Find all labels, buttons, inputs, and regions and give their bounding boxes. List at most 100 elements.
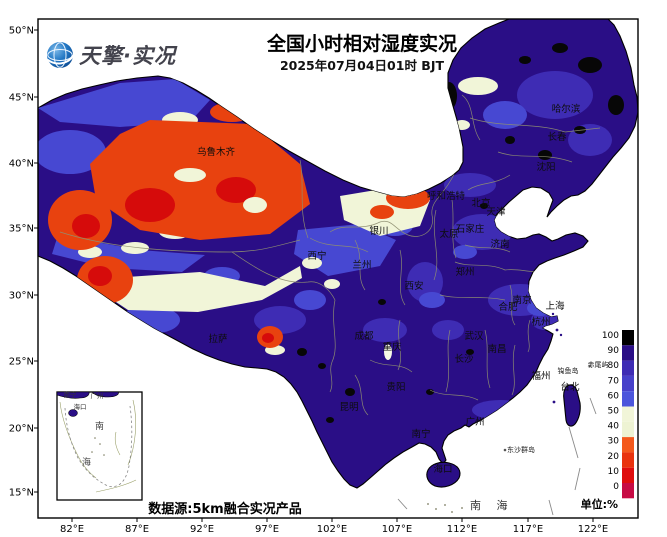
city-label-北京: 北京 xyxy=(471,197,490,209)
city-label-长沙: 长沙 xyxy=(454,353,474,365)
south-china-sea-label: 南 海 xyxy=(470,498,514,512)
legend-color-segment xyxy=(622,437,634,453)
x-tick-label: 102°E xyxy=(317,524,347,535)
island-label-钓鱼岛: 钓鱼岛 xyxy=(558,366,579,375)
islands xyxy=(426,312,592,513)
legend-tick-label: 70 xyxy=(608,376,620,386)
legend-tick-label: 80 xyxy=(608,361,620,371)
x-axis-labels: 82°E 87°E 92°E 97°E 102°E 107°E 112°E 117°E 122°… xyxy=(60,524,608,535)
nine-dash-line xyxy=(397,397,597,516)
city-label-昆明: 昆明 xyxy=(339,402,358,413)
city-label-武汉: 武汉 xyxy=(464,330,484,342)
legend-color-segment xyxy=(622,421,634,438)
legend-tick-label: 90 xyxy=(608,346,620,356)
x-tick-label: 82°E xyxy=(60,524,84,535)
legend-tick-label: 0 xyxy=(613,482,619,492)
legend-color-segment xyxy=(622,345,634,361)
x-tick-label: 107°E xyxy=(382,524,412,535)
city-label-济南: 济南 xyxy=(490,238,509,250)
y-tick-label: 35°N xyxy=(9,224,34,235)
inset-sea-labels: 南海 xyxy=(82,420,104,468)
y-tick-label: 20°N xyxy=(9,424,34,435)
inset-city-label: 广州 xyxy=(91,391,104,400)
city-label-长春: 长春 xyxy=(547,131,567,143)
island-label-赤尾屿: 赤尾屿 xyxy=(588,360,609,369)
legend-color-segment xyxy=(622,483,634,499)
legend-tick-label: 40 xyxy=(608,422,620,432)
legend-color-segment xyxy=(622,330,634,346)
city-label-南宁: 南宁 xyxy=(411,428,430,440)
legend-colorbar xyxy=(622,330,634,499)
inset-hainan xyxy=(68,409,78,417)
inset-frame xyxy=(56,391,143,501)
y-axis-labels: 50°N 45°N 40°N 35°N 30°N 25°N 20°N 15°N xyxy=(9,26,34,499)
island-label-东沙群岛: 东沙群岛 xyxy=(507,445,535,454)
city-label-乌鲁木齐: 乌鲁木齐 xyxy=(197,146,236,158)
city-label-郑州: 郑州 xyxy=(455,266,474,278)
legend-color-segment xyxy=(622,391,634,407)
city-label-南昌: 南昌 xyxy=(487,343,506,355)
x-tick-label: 122°E xyxy=(578,524,608,535)
city-label-福州: 福州 xyxy=(531,370,550,382)
map-subtitle: 2025年07月04日01时 BJT xyxy=(280,58,445,73)
taiwan-island xyxy=(563,384,581,427)
y-tick-label: 40°N xyxy=(9,159,34,170)
province-borders xyxy=(59,94,601,416)
city-label-兰州: 兰州 xyxy=(352,259,371,271)
legend-tick-label: 20 xyxy=(608,452,620,462)
legend-color-segment xyxy=(622,467,634,483)
inset-city-label: 海口 xyxy=(74,402,87,411)
city-label-海口: 海口 xyxy=(433,463,452,475)
legend-unit-label: 单位:% xyxy=(581,497,618,511)
x-tick-label: 87°E xyxy=(125,524,149,535)
city-label-合肥: 合肥 xyxy=(498,301,518,313)
inset-sea-label: 海 xyxy=(82,456,92,468)
legend-color-segment xyxy=(622,406,634,422)
city-label-南京: 南京 xyxy=(512,294,531,306)
axis-ticks xyxy=(34,29,594,522)
y-tick-label: 25°N xyxy=(9,357,34,368)
inset-nine-dash xyxy=(64,405,133,488)
hainan-island xyxy=(426,461,461,488)
legend-tick-label: 100 xyxy=(602,331,619,341)
city-label-呼和浩特: 呼和浩特 xyxy=(427,190,466,202)
y-tick-label: 15°N xyxy=(9,488,34,499)
city-label-沈阳: 沈阳 xyxy=(536,161,555,173)
city-label-台北: 台北 xyxy=(560,381,580,393)
x-tick-label: 117°E xyxy=(513,524,543,535)
legend-tick-label: 60 xyxy=(608,391,620,401)
legend-tick-label: 30 xyxy=(608,437,620,447)
y-tick-label: 30°N xyxy=(9,291,34,302)
city-label-成都: 成都 xyxy=(354,330,374,342)
dongsha-islands-dot xyxy=(503,448,507,452)
inset-city-label: 南宁 xyxy=(64,390,78,399)
legend-tick-label: 50 xyxy=(608,407,620,417)
city-label-杭州: 杭州 xyxy=(531,316,550,328)
city-label-石家庄: 石家庄 xyxy=(456,223,485,235)
city-label-银川: 银川 xyxy=(369,225,388,237)
legend-color-segment xyxy=(622,360,634,376)
legend-color-segment xyxy=(622,375,634,392)
legend-tick-label: 10 xyxy=(608,467,620,477)
x-tick-label: 92°E xyxy=(190,524,214,535)
legend-color-segment xyxy=(622,452,634,468)
city-label-重庆: 重庆 xyxy=(382,341,402,353)
city-label-贵阳: 贵阳 xyxy=(386,381,405,393)
y-tick-label: 45°N xyxy=(9,93,34,104)
city-label-上海: 上海 xyxy=(545,300,565,312)
city-label-西安: 西安 xyxy=(404,280,423,292)
city-label-太原: 太原 xyxy=(439,228,458,240)
x-tick-label: 112°E xyxy=(447,524,477,535)
y-tick-label: 50°N xyxy=(9,26,34,37)
city-label-拉萨: 拉萨 xyxy=(208,333,228,345)
logo-text: 天擎·实况 xyxy=(79,44,178,68)
map-title: 全国小时相对湿度实况 xyxy=(266,32,457,55)
